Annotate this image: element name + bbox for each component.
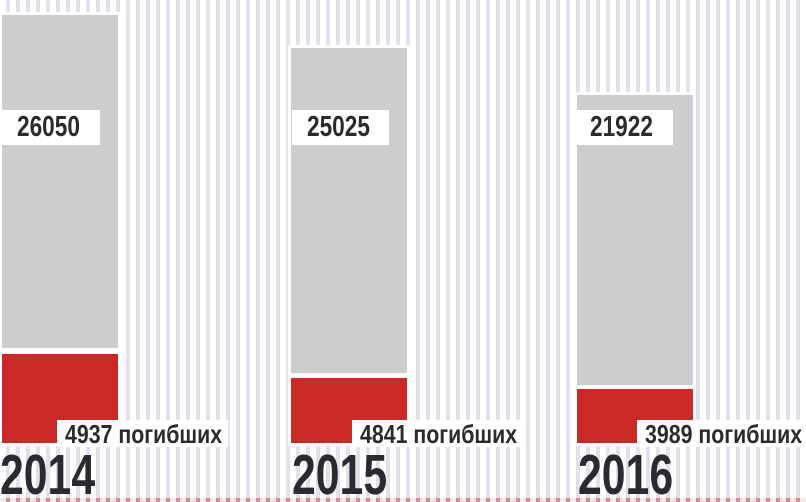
total-value-label-2014: 26050 (0, 110, 100, 145)
year-label-2016: 2016 (578, 447, 705, 502)
total-bar-2014 (2, 15, 118, 348)
bottom-accent-strip (0, 498, 806, 502)
total-value-label-2016: 21922 (576, 110, 673, 145)
year-text-2014: 2014 (0, 443, 96, 502)
total-value-text-2014: 26050 (17, 111, 80, 143)
bar-group-2015 (288, 45, 410, 446)
deaths-label-2014: 4937 погибших (57, 420, 228, 447)
bar-group-2014 (0, 12, 121, 446)
year-text-2016: 2016 (578, 443, 674, 502)
total-value-text-2016: 21922 (590, 111, 653, 143)
total-value-label-2015: 25025 (292, 110, 389, 145)
total-bar-2015 (291, 48, 407, 373)
year-label-2014: 2014 (0, 447, 127, 502)
deaths-label-text-2016: 3989 погибших (645, 418, 803, 449)
deaths-label-2016: 3989 погибших (637, 420, 806, 447)
deaths-label-text-2015: 4841 погибших (360, 418, 518, 449)
year-label-2015: 2015 (292, 447, 419, 502)
total-value-text-2015: 25025 (307, 111, 370, 143)
deaths-label-2015: 4841 погибших (352, 420, 521, 447)
bar-group-2016 (574, 92, 696, 446)
year-text-2015: 2015 (292, 443, 388, 502)
deaths-label-text-2014: 4937 погибших (65, 418, 223, 449)
